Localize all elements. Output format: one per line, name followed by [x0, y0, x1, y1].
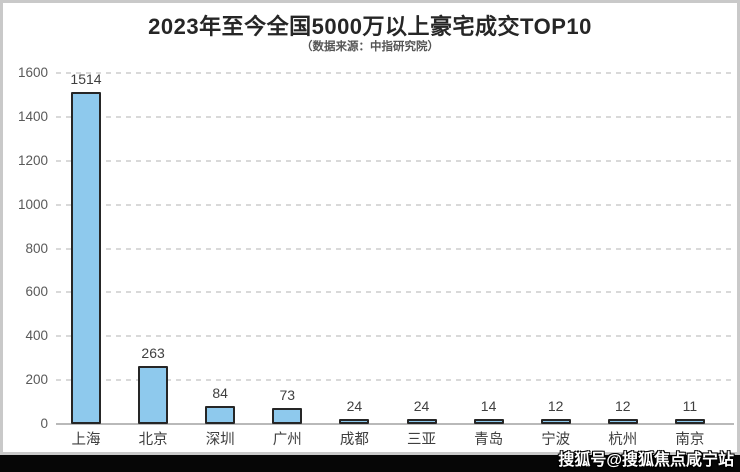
bar-value-label: 263	[141, 345, 165, 362]
bar	[473, 419, 504, 424]
y-tick-label: 1600	[17, 65, 48, 80]
y-tick-label: 0	[40, 416, 48, 431]
bar	[272, 407, 303, 424]
bar	[339, 418, 370, 424]
x-category-label: 北京	[138, 432, 168, 448]
bottom-black-bar	[0, 455, 740, 472]
y-tick-label: 1000	[17, 196, 48, 212]
bar-value-label: 84	[212, 384, 228, 401]
watermark-text: 搜狐号@搜狐焦点咸宁站	[558, 452, 734, 469]
bar-chart: 0 200 400 600 800 1000 1200 1400 1600 1514 上海 263 北京…	[17, 65, 734, 448]
bar-value-label: 12	[615, 398, 631, 414]
y-tick-label: 600	[25, 284, 48, 300]
bar	[138, 366, 169, 424]
bar	[406, 418, 437, 424]
y-tick-label: 800	[25, 240, 48, 256]
bar-value-label: 24	[346, 397, 363, 414]
y-tick-label: 400	[25, 328, 48, 344]
x-axis-line	[56, 423, 734, 425]
x-category-label: 宁波	[541, 432, 571, 448]
x-category-label: 广州	[272, 432, 302, 448]
bar	[607, 419, 638, 424]
x-category-label: 成都	[339, 432, 369, 448]
gridline	[56, 159, 734, 162]
y-tick-label: 1400	[17, 108, 48, 124]
gridline	[56, 291, 734, 294]
y-tick-label: 200	[25, 372, 48, 388]
x-category-label: 深圳	[205, 432, 235, 448]
x-category-label: 杭州	[608, 432, 638, 448]
gridline	[56, 203, 734, 206]
gridline	[56, 115, 734, 118]
x-category-label: 三亚	[407, 432, 436, 448]
x-category-label: 上海	[71, 432, 101, 448]
bar	[540, 419, 571, 424]
bar-value-label: 24	[413, 397, 430, 414]
y-tick-label: 1200	[17, 152, 48, 168]
chart-title: 2023年至今全国5000万以上豪宅成交TOP10	[148, 14, 592, 39]
bar-value-label: 1514	[70, 70, 102, 87]
x-category-label: 南京	[675, 432, 705, 448]
gridline	[56, 379, 734, 382]
gridline	[56, 335, 734, 338]
gridline	[56, 247, 734, 250]
bar-value-label: 11	[682, 398, 698, 414]
bar	[71, 91, 101, 424]
bar-value-label: 12	[547, 398, 564, 414]
bar-value-label: 73	[279, 386, 296, 403]
x-category-label: 青岛	[474, 432, 504, 448]
bar	[674, 419, 705, 424]
bar	[205, 405, 236, 424]
chart-subtitle: （数据来源：中指研究院）	[301, 41, 439, 53]
bar-value-label: 14	[480, 398, 497, 414]
gridline	[56, 72, 734, 74]
